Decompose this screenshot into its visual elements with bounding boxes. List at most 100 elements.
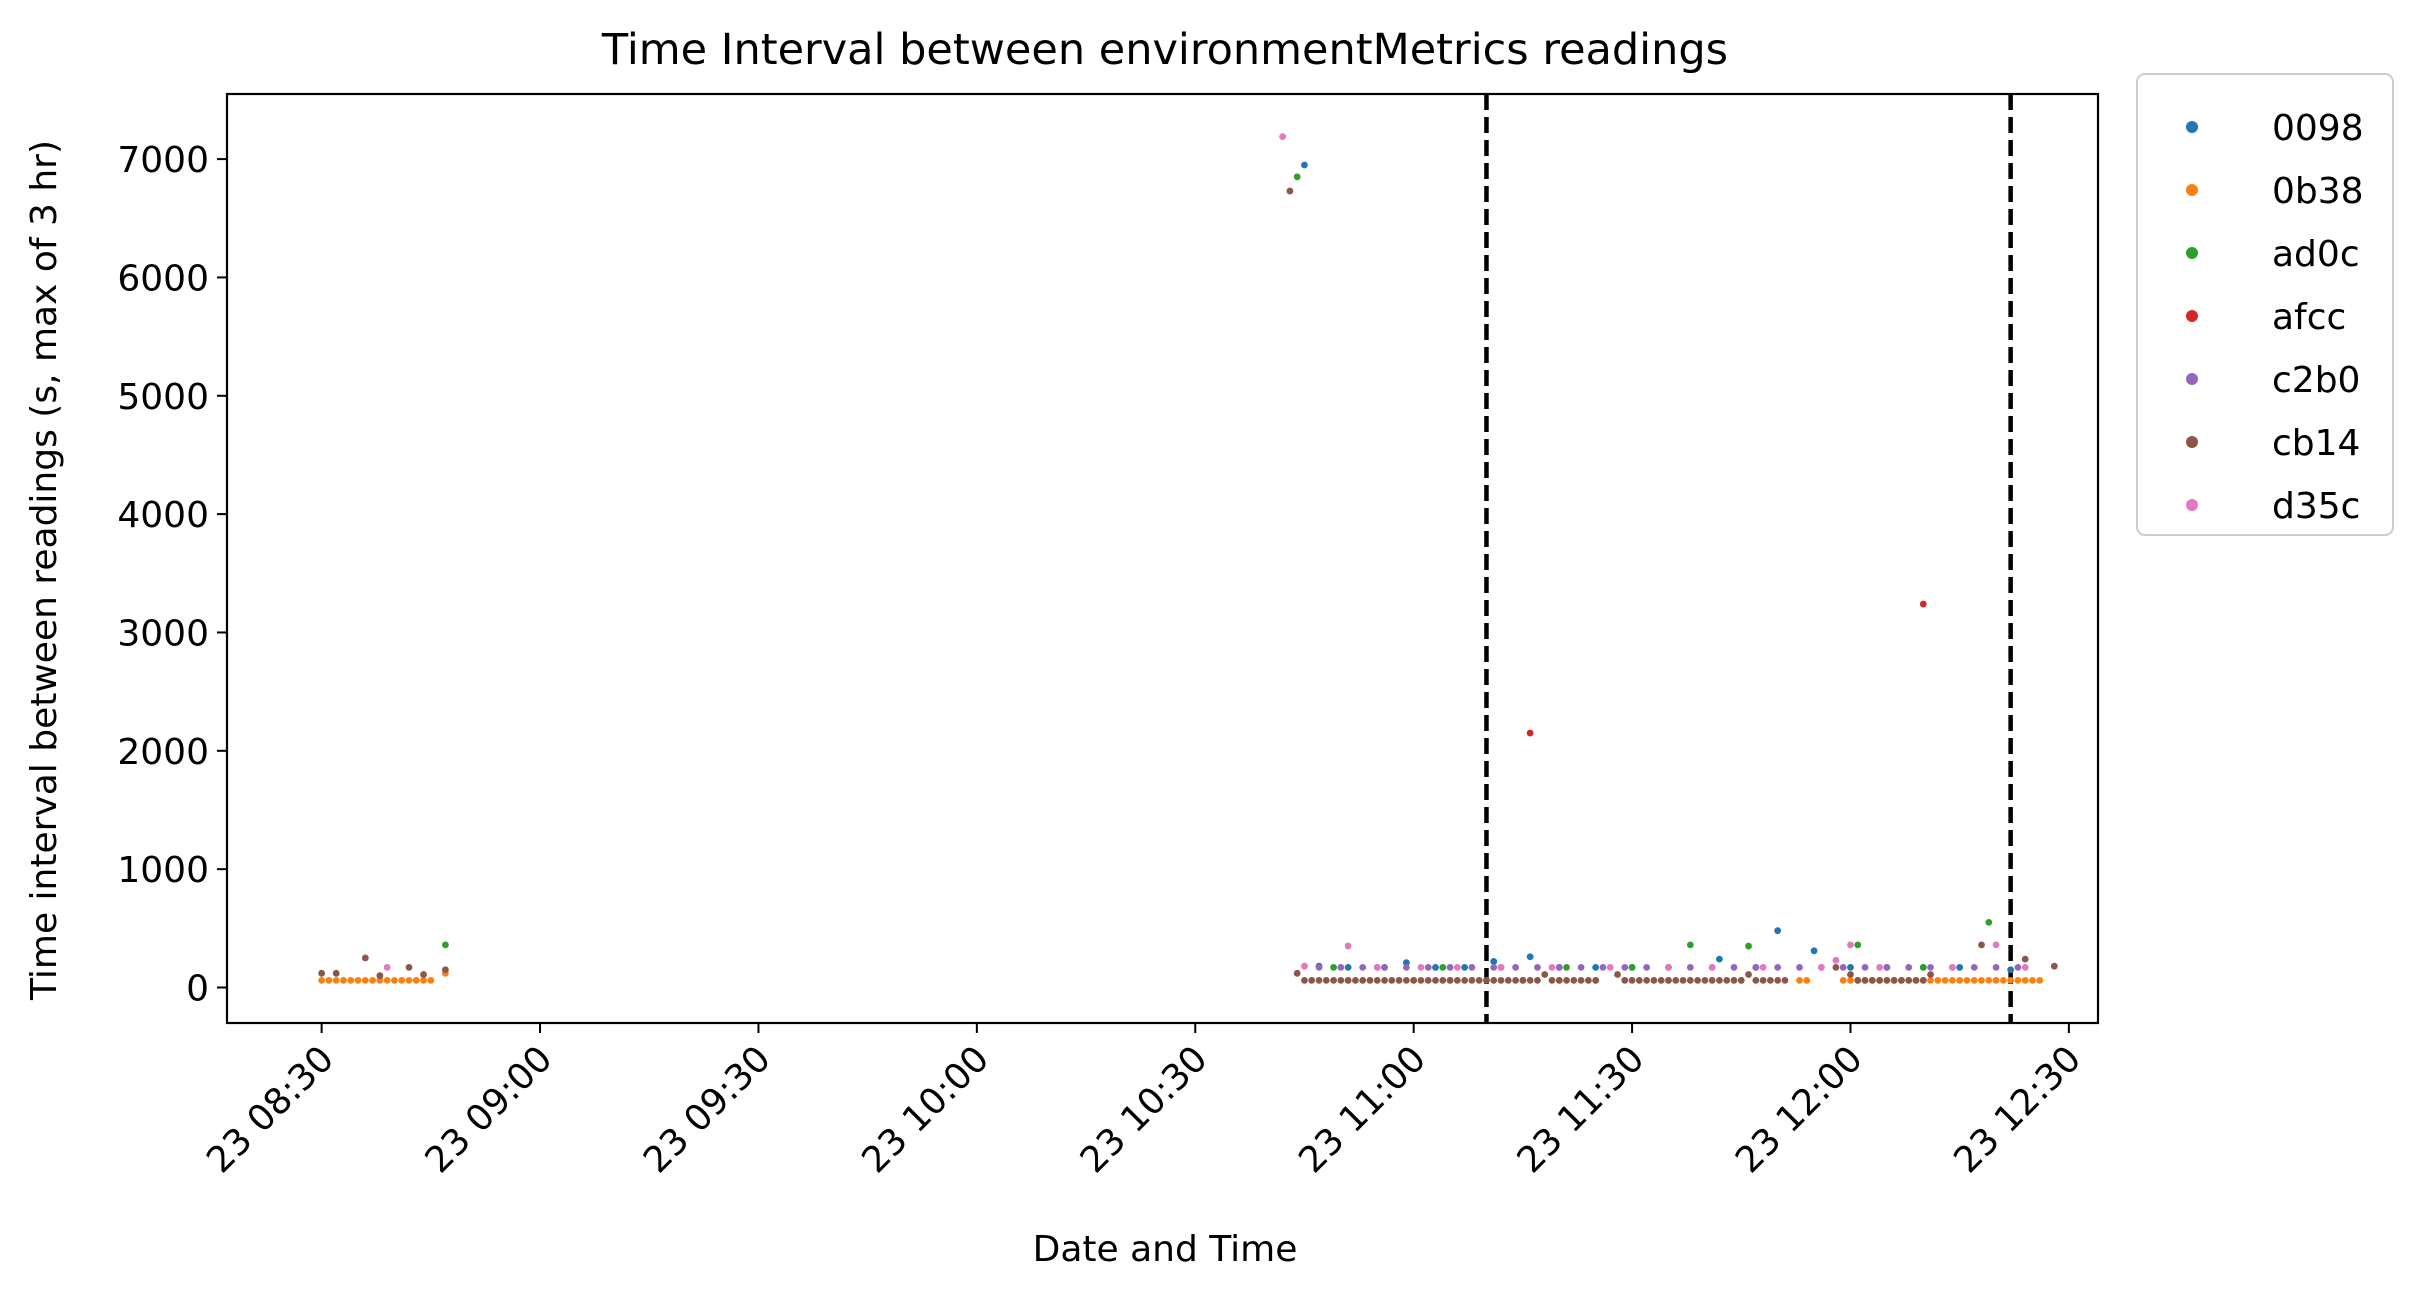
data-point [1847, 963, 1854, 971]
data-point [376, 976, 384, 984]
data-point [1919, 976, 1927, 984]
data-point [1839, 976, 1847, 984]
data-point [1293, 173, 1301, 181]
data-point [1286, 187, 1294, 195]
data-point [1461, 963, 1469, 971]
data-point [1999, 976, 2007, 984]
y-axis-label: Time interval between readings (s, max o… [24, 140, 65, 1001]
data-point [1847, 976, 1854, 984]
data-point [1512, 963, 1519, 971]
plot-frame [225, 92, 2100, 1025]
data-point [1868, 976, 1876, 984]
data-point [1381, 963, 1388, 971]
data-point [1752, 963, 1760, 971]
chart-title: Time Interval between environmentMetrics… [601, 25, 1728, 75]
data-point [1643, 963, 1651, 971]
data-point [1490, 963, 1498, 971]
data-point [1534, 976, 1541, 984]
legend-label: 0b38 [2272, 171, 2364, 212]
data-point [1563, 963, 1570, 971]
data-point [1694, 976, 1701, 984]
data-point [1352, 976, 1359, 984]
data-point [1344, 942, 1352, 950]
data-point [332, 976, 340, 984]
data-point [1439, 976, 1447, 984]
data-point [1468, 976, 1476, 984]
data-point [1330, 963, 1337, 971]
data-point [1468, 963, 1476, 971]
data-point [1716, 955, 1723, 963]
data-point [1978, 941, 1985, 949]
data-point [1679, 976, 1687, 984]
data-point [1948, 976, 1956, 984]
data-point [340, 976, 347, 984]
data-point [398, 976, 406, 984]
data-point [1534, 963, 1541, 971]
data-point [1665, 976, 1672, 984]
data-point [1621, 976, 1629, 984]
data-point [1774, 927, 1782, 935]
data-point [1657, 976, 1665, 984]
data-point [1766, 976, 1774, 984]
data-point [1927, 971, 1934, 978]
data-point [1548, 976, 1556, 984]
data-point [1322, 976, 1330, 984]
data-point [1730, 976, 1738, 984]
data-point [383, 963, 391, 971]
data-point [1686, 941, 1694, 949]
data-point [1643, 976, 1651, 984]
legend-marker [2186, 436, 2198, 448]
legend-marker [2186, 310, 2198, 322]
data-point [1526, 953, 1534, 961]
data-point [2029, 976, 2036, 984]
data-point [1847, 971, 1854, 978]
data-point [1861, 963, 1869, 971]
data-point [1708, 976, 1716, 984]
data-point [1395, 976, 1403, 984]
data-point [1905, 976, 1913, 984]
data-point [1592, 976, 1600, 984]
data-point [1388, 976, 1396, 984]
data-point [2007, 966, 2015, 974]
data-point [1417, 976, 1425, 984]
data-point [361, 976, 369, 984]
data-point [2014, 963, 2022, 971]
data-point [1621, 963, 1629, 971]
data-point [1279, 133, 1287, 141]
data-point [1650, 976, 1658, 984]
data-point [420, 976, 427, 984]
data-point [1606, 963, 1614, 971]
data-point [1577, 963, 1585, 971]
data-point [427, 976, 435, 984]
data-point [1337, 976, 1345, 984]
data-point [1883, 963, 1891, 971]
data-point [412, 976, 420, 984]
data-point [1774, 976, 1782, 984]
data-point [1337, 963, 1345, 971]
legend-marker [2186, 373, 2198, 385]
data-point [1359, 963, 1367, 971]
legend-label: afcc [2272, 297, 2346, 338]
data-point [1919, 600, 1927, 608]
data-point [1519, 976, 1527, 984]
data-point [1927, 963, 1934, 971]
data-point [1628, 963, 1636, 971]
data-point [1948, 963, 1956, 971]
data-point [1410, 976, 1418, 984]
y-tick-label: 6000 [117, 258, 209, 299]
data-point [1424, 963, 1432, 971]
data-point [1992, 963, 2000, 971]
data-point [1504, 976, 1512, 984]
data-point [1978, 976, 1985, 984]
legend-marker [2186, 499, 2198, 511]
data-point [1832, 963, 1840, 971]
data-point [1584, 976, 1592, 984]
legend-label: c2b0 [2272, 360, 2360, 401]
data-point [1555, 976, 1563, 984]
data-point [1847, 941, 1854, 949]
data-point [1592, 963, 1600, 971]
y-tick-label: 5000 [117, 377, 209, 418]
data-point [1716, 976, 1723, 984]
y-tick-label: 2000 [117, 732, 209, 773]
data-point [1301, 962, 1308, 970]
